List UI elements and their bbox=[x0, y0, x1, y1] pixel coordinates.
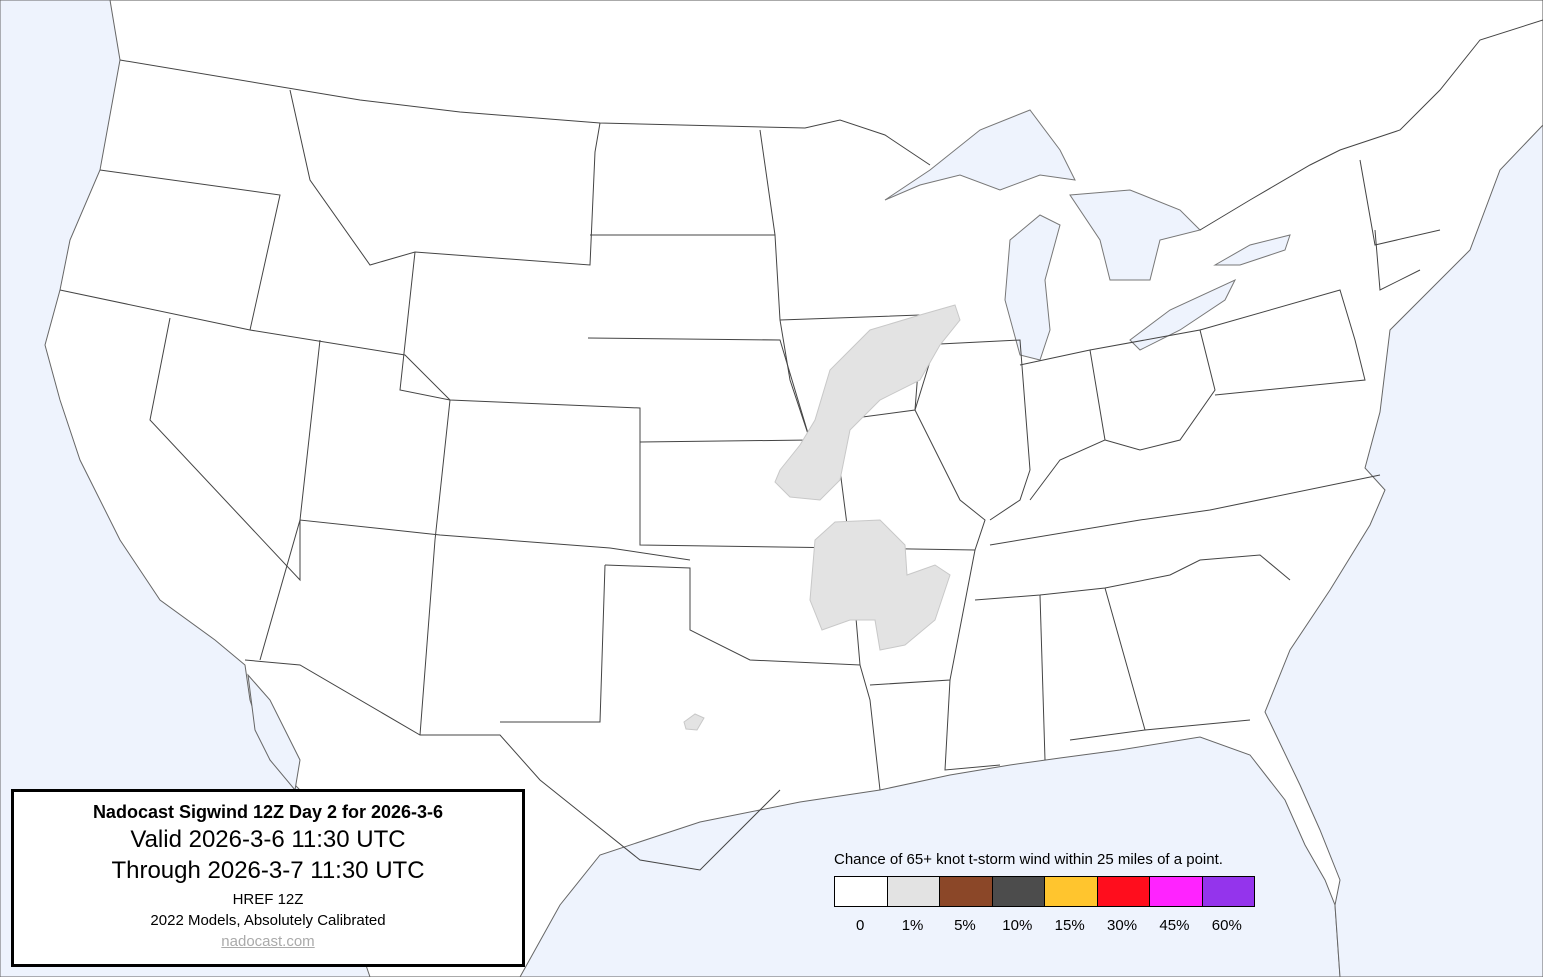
legend-label: 1% bbox=[901, 917, 924, 934]
legend-swatch bbox=[992, 877, 1045, 906]
legend-swatch bbox=[887, 877, 940, 906]
lake-ontario bbox=[1213, 234, 1291, 266]
legend-label: 0 bbox=[856, 917, 865, 934]
state-line bbox=[1089, 329, 1216, 451]
gulf-of-mexico bbox=[519, 736, 1341, 977]
map-title: Nadocast Sigwind 12Z Day 2 for 2026-3-6 bbox=[92, 802, 444, 822]
canada-border bbox=[119, 59, 931, 166]
legend-label: 45% bbox=[1159, 917, 1190, 934]
legend-caption: Chance of 65+ knot t-storm wind within 2… bbox=[834, 851, 1223, 868]
boundaries bbox=[59, 19, 1543, 871]
state-line bbox=[259, 339, 321, 661]
state-line bbox=[399, 251, 451, 736]
state-line bbox=[1039, 594, 1046, 761]
state-line bbox=[989, 474, 1381, 546]
lake-michigan bbox=[1004, 214, 1061, 361]
state-line bbox=[944, 679, 1001, 771]
atlantic-ocean bbox=[1264, 124, 1543, 977]
risk-area-1pct bbox=[774, 304, 961, 501]
legend-label: 60% bbox=[1211, 917, 1242, 934]
through-time: Through 2026-3-7 11:30 UTC bbox=[111, 857, 425, 884]
lake-superior bbox=[884, 109, 1076, 201]
state-line bbox=[859, 664, 881, 791]
great-lakes bbox=[884, 109, 1291, 361]
state-line bbox=[1359, 159, 1441, 246]
state-line bbox=[604, 439, 861, 666]
state-line bbox=[1374, 229, 1421, 291]
title-box: Nadocast Sigwind 12Z Day 2 for 2026-3-6 … bbox=[11, 789, 525, 967]
lake-huron bbox=[1069, 189, 1201, 281]
model-label: HREF 12Z bbox=[232, 891, 304, 908]
mexico-border bbox=[244, 659, 781, 871]
legend-labels: 0 1% 5% 10% 15% 30% 45% 60% bbox=[834, 917, 1253, 934]
nadocast-link[interactable]: nadocast.com bbox=[221, 933, 315, 950]
state-line bbox=[99, 169, 281, 331]
state-line bbox=[1199, 289, 1366, 396]
calibration-label: 2022 Models, Absolutely Calibrated bbox=[150, 912, 386, 929]
lake-erie bbox=[1129, 278, 1237, 351]
legend-swatch bbox=[1150, 877, 1203, 906]
legend-swatch bbox=[1202, 877, 1254, 906]
valid-time: Valid 2026-3-6 11:30 UTC bbox=[130, 826, 406, 853]
legend-swatch bbox=[1045, 877, 1098, 906]
state-line bbox=[500, 564, 606, 723]
state-line bbox=[1144, 719, 1251, 731]
state-line bbox=[759, 129, 776, 236]
legend-colorbar bbox=[834, 876, 1255, 907]
legend-label: 5% bbox=[954, 917, 976, 934]
risk-area-1pct bbox=[809, 519, 951, 651]
legend-label: 15% bbox=[1054, 917, 1085, 934]
canada-border-east bbox=[1199, 19, 1543, 231]
legend-label: 10% bbox=[1002, 917, 1033, 934]
state-line bbox=[590, 234, 811, 443]
state-line bbox=[587, 337, 811, 441]
legend-swatch bbox=[1097, 877, 1150, 906]
risk-areas bbox=[683, 304, 961, 731]
legend: Chance of 65+ knot t-storm wind within 2… bbox=[834, 851, 1274, 934]
legend-swatch bbox=[835, 877, 888, 906]
legend-swatch bbox=[940, 877, 993, 906]
legend-label: 30% bbox=[1107, 917, 1138, 934]
risk-area-1pct bbox=[683, 713, 705, 731]
